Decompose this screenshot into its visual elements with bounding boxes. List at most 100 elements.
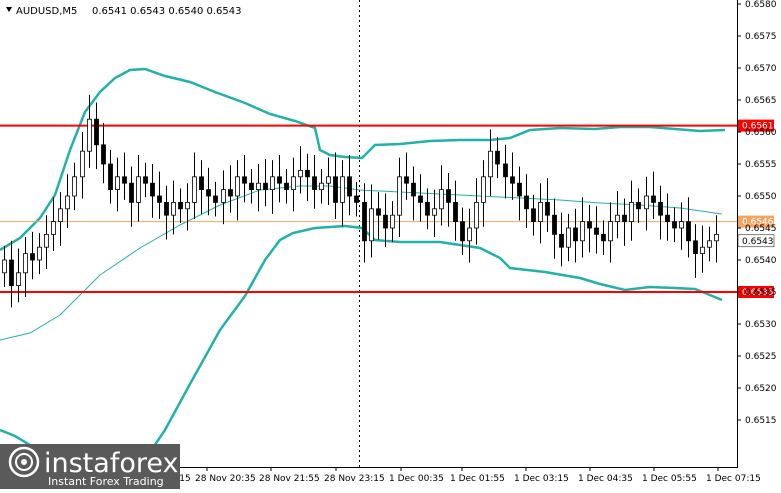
candle-body: [474, 201, 479, 229]
candle-body: [206, 189, 211, 197]
candle-body: [291, 176, 296, 191]
candles-group: [2, 94, 719, 308]
candle-body: [9, 259, 14, 287]
candle-body: [213, 195, 218, 203]
candle-body: [658, 201, 663, 216]
middle-band-line: [0, 185, 723, 341]
candle-body: [347, 176, 352, 197]
candle-body: [432, 208, 437, 216]
candle-body: [284, 182, 289, 190]
candle-body: [143, 176, 148, 184]
x-tick-label: 28 Nov 23:15: [324, 474, 385, 484]
y-tick-label: 0.6555: [745, 160, 777, 170]
candle-body: [700, 246, 705, 254]
level-price-label: 0.6546: [742, 218, 774, 228]
candle-body: [340, 176, 345, 203]
candle-body: [439, 189, 444, 210]
candle-body: [517, 182, 522, 197]
candle-body: [503, 163, 508, 178]
price-axis: 0.6580 0.6575 0.6570 0.6565 0.6560 0.6555 0.65…: [737, 0, 777, 426]
candle-body: [573, 227, 578, 242]
candle-body: [44, 233, 49, 248]
y-tick-label: 0.6580: [745, 0, 777, 10]
candle-body: [101, 144, 106, 165]
candle-body: [270, 176, 275, 191]
candle-body: [23, 253, 28, 274]
candle-body: [510, 176, 515, 184]
candle-body: [446, 189, 451, 203]
candle-body: [686, 221, 691, 242]
level-price-box: [737, 234, 775, 248]
candle-body: [566, 227, 571, 248]
candle-body: [94, 118, 99, 146]
candle-body: [72, 176, 77, 197]
candle-body: [228, 189, 233, 197]
watermark: instaforex Instant Forex Trading: [0, 444, 180, 489]
watermark-tagline: Instant Forex Trading: [48, 475, 164, 488]
candle-body: [545, 201, 550, 216]
instaforex-logo-icon: [8, 446, 40, 478]
candle-body: [115, 176, 120, 191]
candle-body: [178, 201, 183, 210]
candle-body: [37, 246, 42, 261]
candle-body: [622, 214, 627, 222]
x-tick-label: 28 Nov 20:35: [195, 474, 256, 484]
candle-body: [383, 214, 388, 229]
candle-body: [665, 214, 670, 222]
candle-body: [2, 259, 7, 274]
y-tick-label: 0.6550: [745, 192, 777, 202]
candle-body: [369, 208, 374, 242]
candle-body: [587, 221, 592, 229]
candle-body: [404, 176, 409, 184]
candle-body: [601, 233, 606, 242]
symbol-label: AUDUSD,M5: [16, 6, 77, 17]
candle-body: [108, 163, 113, 191]
candle-body: [467, 227, 472, 242]
candle-body: [333, 176, 338, 203]
candle-body: [277, 176, 282, 184]
candle-body: [707, 240, 712, 248]
candle-body: [672, 221, 677, 229]
candle-body: [651, 195, 656, 203]
x-tick-label: 1 Dec 03:15: [514, 474, 569, 484]
candle-body: [319, 182, 324, 190]
candle-body: [235, 176, 240, 197]
bollinger-bands: [0, 67, 726, 471]
y-tick-label: 0.6570: [745, 64, 777, 74]
candle-body: [312, 176, 317, 191]
candle-body: [594, 227, 599, 235]
candle-body: [636, 201, 641, 210]
candle-body: [80, 150, 85, 178]
y-tick-label: 0.6530: [745, 320, 777, 330]
candle-body: [481, 176, 486, 203]
level-price-box: [738, 215, 774, 228]
candle-body: [615, 214, 620, 222]
candle-body: [538, 201, 543, 222]
candle-body: [679, 221, 684, 229]
candle-body: [164, 201, 169, 216]
level-price-label: 0.6543: [742, 237, 774, 247]
candle-body: [305, 169, 310, 178]
candle-body: [362, 201, 367, 242]
level-price-label: 0.6561: [742, 122, 774, 132]
y-tick-label: 0.6575: [745, 32, 777, 42]
candle-body: [122, 176, 127, 184]
upper-band-line: [0, 67, 726, 252]
y-tick-label: 0.6515: [745, 416, 777, 426]
menu-triangle-icon[interactable]: [6, 7, 12, 12]
candle-body: [397, 176, 402, 216]
candle-body: [629, 201, 634, 222]
y-tick-label: 0.6565: [745, 96, 777, 106]
candle-body: [221, 189, 226, 203]
candle-body: [65, 195, 70, 210]
candle-body: [354, 195, 359, 203]
watermark-brand: instaforex: [44, 448, 178, 479]
candle-body: [693, 240, 698, 255]
candle-body: [418, 195, 423, 203]
candle-body: [171, 201, 176, 216]
level-price-box: [738, 119, 774, 132]
chart-header: AUDUSD,M5 0.6541 0.6543 0.6540 0.6543: [6, 6, 242, 17]
candle-body: [488, 150, 493, 178]
